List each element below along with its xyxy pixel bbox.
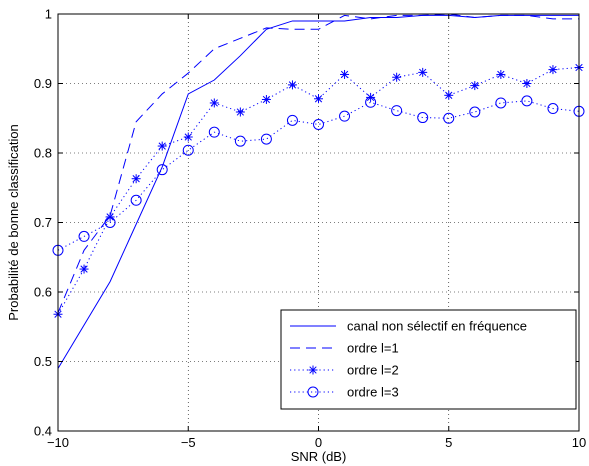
y-tick-label: 0.7 bbox=[34, 215, 52, 230]
legend-label: ordre l=2 bbox=[347, 363, 399, 378]
data-point bbox=[547, 103, 559, 115]
data-point bbox=[261, 94, 271, 104]
data-point bbox=[521, 95, 533, 107]
data-point bbox=[522, 79, 532, 88]
y-tick-label: 0.5 bbox=[34, 354, 52, 369]
data-point bbox=[130, 194, 142, 206]
y-tick-label: 0.4 bbox=[34, 424, 52, 439]
x-tick-label: 10 bbox=[572, 435, 586, 450]
series-line bbox=[57, 13, 579, 314]
legend-marker bbox=[308, 365, 318, 375]
data-point bbox=[340, 69, 350, 79]
y-axis-label: Probabilité de bonne classification bbox=[6, 124, 21, 321]
x-tick-label: 0 bbox=[315, 435, 322, 450]
data-point bbox=[260, 133, 272, 145]
data-point bbox=[104, 217, 116, 228]
data-point bbox=[209, 98, 219, 108]
data-point bbox=[78, 230, 90, 242]
ticks: −10 −5 0 5 10 0.4 0.5 0.6 0.7 0.8 0.9 1 bbox=[34, 7, 586, 451]
data-point bbox=[79, 264, 89, 274]
legend-label: canal non sélectif en fréquence bbox=[347, 319, 527, 334]
data-point bbox=[418, 67, 428, 77]
legend-entry: canal non sélectif en fréquence bbox=[290, 319, 527, 334]
data-point bbox=[105, 212, 115, 222]
data-point bbox=[469, 106, 481, 118]
legend-marker bbox=[307, 386, 319, 398]
legend-label: ordre l=3 bbox=[347, 385, 399, 400]
x-tick-label: −10 bbox=[47, 435, 69, 450]
x-axis-label: SNR (dB) bbox=[291, 449, 347, 464]
data-point bbox=[183, 132, 193, 142]
data-point bbox=[131, 174, 141, 184]
series-line bbox=[57, 100, 580, 251]
y-tick-label: 0.8 bbox=[34, 146, 52, 161]
x-tick-label: −5 bbox=[181, 435, 196, 450]
data-point bbox=[365, 96, 377, 108]
data-point bbox=[182, 144, 194, 156]
data-point bbox=[391, 105, 403, 117]
data-point bbox=[234, 135, 246, 147]
legend-entry: ordre l=2 bbox=[290, 363, 399, 378]
series-layer bbox=[52, 13, 585, 369]
y-tick-label: 0.6 bbox=[34, 285, 52, 300]
y-tick-label: 1 bbox=[45, 7, 52, 22]
data-point bbox=[286, 114, 298, 126]
data-point bbox=[392, 72, 402, 82]
data-point bbox=[314, 94, 323, 104]
data-point bbox=[548, 65, 558, 75]
data-point bbox=[287, 80, 297, 90]
y-tick-label: 0.9 bbox=[34, 76, 52, 91]
data-point bbox=[157, 141, 167, 151]
data-point bbox=[496, 69, 506, 79]
legend-label: ordre l=1 bbox=[347, 341, 399, 356]
x-tick-label: 5 bbox=[445, 435, 452, 450]
data-point bbox=[443, 112, 455, 124]
data-point bbox=[208, 126, 220, 138]
legend: canal non sélectif en fréquence ordre l=1… bbox=[280, 309, 577, 410]
data-point bbox=[470, 81, 480, 91]
legend-entry: ordre l=1 bbox=[290, 341, 399, 356]
data-point bbox=[313, 119, 324, 131]
series-2 bbox=[57, 13, 579, 314]
legend-entry: ordre l=3 bbox=[290, 385, 399, 400]
data-point bbox=[156, 164, 168, 176]
data-point bbox=[444, 90, 454, 100]
data-point bbox=[235, 107, 245, 117]
data-point bbox=[339, 110, 351, 122]
data-point bbox=[495, 97, 507, 109]
data-point bbox=[417, 112, 429, 124]
